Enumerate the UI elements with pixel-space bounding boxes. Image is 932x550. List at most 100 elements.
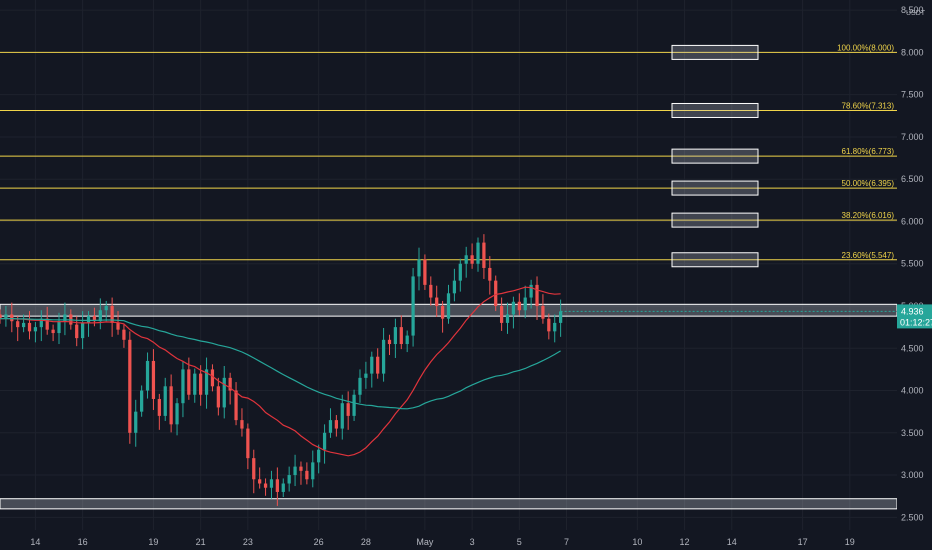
candle (51, 324, 55, 342)
candle-body (452, 280, 457, 294)
candle (559, 299, 563, 337)
candle-body (199, 373, 203, 395)
support-resistance-zones[interactable] (0, 303, 898, 510)
candle-body (33, 327, 38, 332)
candle (511, 296, 516, 329)
candle-body (75, 324, 79, 339)
candle-body (216, 386, 220, 408)
zone-rectangle (0, 498, 898, 510)
candle-body (16, 321, 20, 328)
candle (275, 467, 279, 506)
candle-body (458, 263, 462, 281)
candle (258, 467, 262, 489)
candle (216, 377, 220, 416)
candle-body (411, 276, 415, 336)
candle (263, 478, 268, 496)
candle (222, 366, 226, 419)
candle (535, 276, 539, 320)
price-axis: 2.5003.0003.5004.0004.5005.0005.5006.000… (901, 5, 924, 522)
candle-body (387, 339, 392, 345)
moving-average-line (0, 318, 561, 410)
candle-body (476, 242, 480, 264)
date-tick-label: 14 (30, 537, 40, 547)
price-tick-label: 2.500 (901, 512, 924, 522)
date-tick-label: 5 (517, 537, 522, 547)
candle-body (187, 369, 191, 395)
candle-body (140, 390, 144, 412)
candle-body (51, 329, 55, 334)
candle (505, 302, 510, 334)
candle (169, 374, 173, 433)
candle (157, 393, 161, 430)
date-tick-label: 14 (727, 537, 737, 547)
candle (423, 254, 427, 290)
candle (482, 234, 486, 279)
candle (110, 297, 114, 337)
candle-body (0, 314, 2, 319)
candle (494, 275, 498, 312)
fib-level-box (671, 148, 759, 164)
candle-body (258, 479, 262, 484)
candle-body (435, 297, 439, 306)
candle-body (110, 305, 114, 323)
candle (27, 311, 32, 340)
candle (328, 408, 333, 438)
date-tick-label: 16 (78, 537, 88, 547)
fibonacci-retracement[interactable]: 100.00%(8.000) 78.60%(7.313) 61.80%(6.773)… (0, 43, 897, 268)
candle (529, 279, 533, 309)
candle-body (4, 314, 8, 319)
candle-body (517, 301, 521, 311)
candle-body (488, 267, 492, 281)
candle-body (27, 322, 32, 332)
candle-body (494, 280, 498, 306)
candle-body (370, 356, 374, 374)
candlestick-series (0, 234, 563, 506)
time-axis-panel[interactable] (0, 530, 932, 550)
candle-body (381, 339, 386, 374)
candle (122, 324, 126, 348)
candle-body (210, 369, 215, 387)
candle (193, 368, 197, 403)
candle (381, 327, 386, 382)
candle (39, 310, 43, 342)
candle (446, 284, 451, 324)
price-axis-panel[interactable] (897, 0, 932, 530)
price-tick-label: 6.000 (901, 216, 924, 226)
candle (334, 415, 338, 437)
candle-body (393, 327, 398, 345)
candle (240, 408, 244, 437)
candle (547, 313, 551, 340)
candle (488, 256, 492, 295)
candle-body (499, 305, 504, 323)
candle-body (523, 297, 527, 311)
candle (128, 331, 132, 444)
candle-body (559, 311, 563, 323)
candle (63, 302, 67, 336)
candle-body (511, 301, 516, 315)
candle-body (80, 322, 85, 339)
candle (281, 478, 285, 498)
price-tick-label: 8.500 (901, 5, 924, 15)
fib-level-label: 100.00%(8.000) (837, 43, 894, 52)
candle (104, 300, 108, 322)
moving-average-line (0, 286, 561, 457)
candle (541, 294, 545, 324)
candle (553, 314, 557, 343)
fib-level-box (671, 212, 759, 228)
candle (4, 305, 8, 327)
candle (204, 357, 209, 409)
candle (517, 293, 521, 316)
fib-level-label: 23.60%(5.547) (842, 251, 895, 260)
fib-level-label: 61.80%(6.773) (842, 147, 895, 156)
candle-body (541, 305, 545, 319)
candle (145, 352, 150, 399)
candle (75, 316, 79, 347)
candle-body (399, 327, 403, 345)
candle (21, 314, 26, 333)
candle-body (116, 322, 120, 330)
candle (352, 389, 356, 421)
candle (346, 391, 350, 430)
candle (405, 330, 409, 353)
candle-body (228, 377, 232, 391)
